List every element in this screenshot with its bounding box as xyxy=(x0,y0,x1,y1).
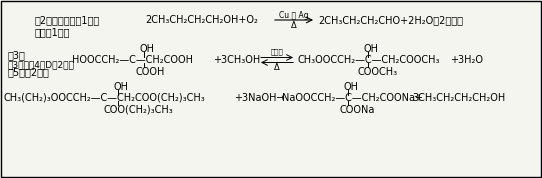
Text: （3分）（4）D（2分）: （3分）（4）D（2分） xyxy=(8,61,75,69)
Text: 3CH₃CH₂CH₂CH₂OH: 3CH₃CH₂CH₂CH₂OH xyxy=(412,93,505,103)
Text: COO(CH₂)₃CH₃: COO(CH₂)₃CH₃ xyxy=(103,105,173,115)
Text: COOCH₃: COOCH₃ xyxy=(358,67,398,77)
Text: 2CH₃CH₂CH₂CH₂OH+O₂: 2CH₃CH₂CH₂CH₂OH+O₂ xyxy=(145,15,258,25)
Text: HOOCCH₂—C—CH₂COOH: HOOCCH₂—C—CH₂COOH xyxy=(72,55,193,65)
Text: 不能（1分）: 不能（1分） xyxy=(35,27,70,37)
Text: Δ: Δ xyxy=(274,62,280,72)
Text: Δ: Δ xyxy=(291,20,297,30)
Text: 催化剂: 催化剂 xyxy=(270,49,283,55)
Text: NaOOCCH₂—C—CH₂COONa+: NaOOCCH₂—C—CH₂COONa+ xyxy=(282,93,423,103)
Text: （3）: （3） xyxy=(8,50,26,60)
Text: +3CH₃OH: +3CH₃OH xyxy=(213,55,260,65)
Text: （5）（2分）: （5）（2分） xyxy=(8,67,50,77)
Text: CH₃OOCCH₂—C—CH₂COOCH₃: CH₃OOCCH₂—C—CH₂COOCH₃ xyxy=(298,55,441,65)
Text: OH: OH xyxy=(139,44,154,54)
Text: Cu 或 Ag: Cu 或 Ag xyxy=(279,11,309,20)
Text: OH: OH xyxy=(343,82,358,92)
Text: +3NaOH→: +3NaOH→ xyxy=(234,93,285,103)
Text: OH: OH xyxy=(363,44,378,54)
Text: OH: OH xyxy=(113,82,128,92)
Text: +3H₂O: +3H₂O xyxy=(450,55,483,65)
Text: （2）氧化反应（1）；: （2）氧化反应（1）； xyxy=(35,15,100,25)
Text: COONa: COONa xyxy=(340,105,376,115)
Text: CH₃(CH₂)₃OOCCH₂—C—CH₂COO(CH₂)₃CH₃: CH₃(CH₂)₃OOCCH₂—C—CH₂COO(CH₂)₃CH₃ xyxy=(4,93,206,103)
Text: 2CH₃CH₂CH₂CHO+2H₂O（2分）；: 2CH₃CH₂CH₂CHO+2H₂O（2分）； xyxy=(318,15,463,25)
Text: COOH: COOH xyxy=(136,67,165,77)
